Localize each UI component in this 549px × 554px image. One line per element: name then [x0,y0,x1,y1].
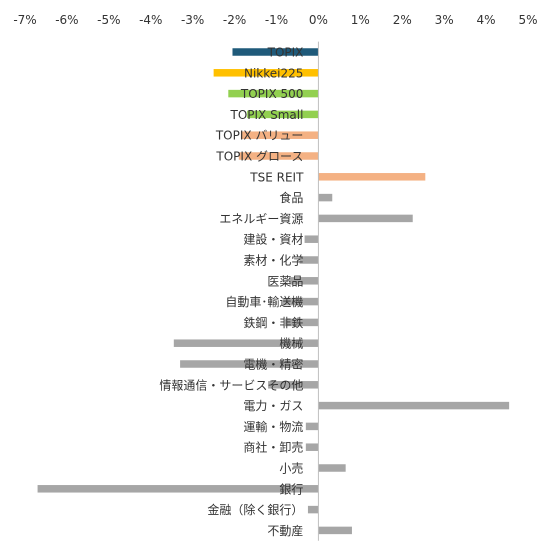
category-label: 金融（除く銀行） [207,502,303,517]
category-label: 機械 [279,336,303,351]
bar [318,193,333,202]
bar [180,360,319,368]
bar [305,443,319,451]
category-label: Nikkei225 [244,66,303,80]
category-label: エネルギー資源 [219,212,303,226]
category-label: 電力・ガス [243,399,303,413]
bar [318,173,426,181]
bar [305,422,319,431]
category-label: 電機・精密 [243,357,303,372]
x-tick-label: 4% [477,13,496,27]
category-label: TOPIX [267,46,304,60]
bar [282,297,319,306]
x-tick-label: 1% [351,13,370,27]
category-label: 不動産 [267,523,303,538]
bar [232,48,319,56]
category-label: 自動車･輸送機 [225,294,303,309]
bar [289,277,319,285]
bar [318,214,413,223]
x-tick-label: -5% [97,13,120,27]
bar [268,381,319,389]
category-label: 鉄鋼・非鉄 [243,315,303,330]
bar [247,110,319,119]
bar [318,526,352,535]
x-tick-label: -7% [13,13,36,27]
bar [228,89,319,98]
category-label: TOPIX グロース [215,150,303,164]
x-tick-label: -1% [265,13,288,27]
bar [240,131,319,139]
bar [37,485,319,493]
x-tick-label: 2% [393,13,412,27]
category-label: 商社・卸売 [243,440,303,455]
bar [318,401,510,410]
category-label: 建設・資材 [243,232,303,247]
bar [173,339,319,347]
x-tick-label: -2% [223,13,246,27]
x-tick-label: -4% [139,13,162,27]
x-tick-label: 0% [309,13,328,27]
category-label: TSE REIT [249,170,304,184]
category-label: 素材・化学 [243,253,303,268]
bar [318,464,346,472]
bar [299,256,319,264]
x-tick-label: -6% [55,13,78,27]
x-tick-label: -3% [181,13,204,27]
category-label: 小売 [279,461,303,476]
category-label: 医薬品 [267,274,303,288]
x-tick-label: 3% [435,13,454,27]
category-label: TOPIX 500 [240,87,304,101]
bar [284,318,319,327]
category-label: TOPIX バリュー [215,129,304,143]
bar [304,235,319,243]
category-label: 運輸・物流 [243,419,303,434]
category-label: 情報通信・サービスその他 [159,378,303,392]
category-label: TOPIX Small [229,108,303,122]
bar [238,152,319,160]
bar [213,69,319,77]
x-tick-label: 5% [518,13,537,27]
bar [307,505,319,514]
category-label: 銀行 [279,482,303,496]
category-label: 食品 [279,190,303,205]
